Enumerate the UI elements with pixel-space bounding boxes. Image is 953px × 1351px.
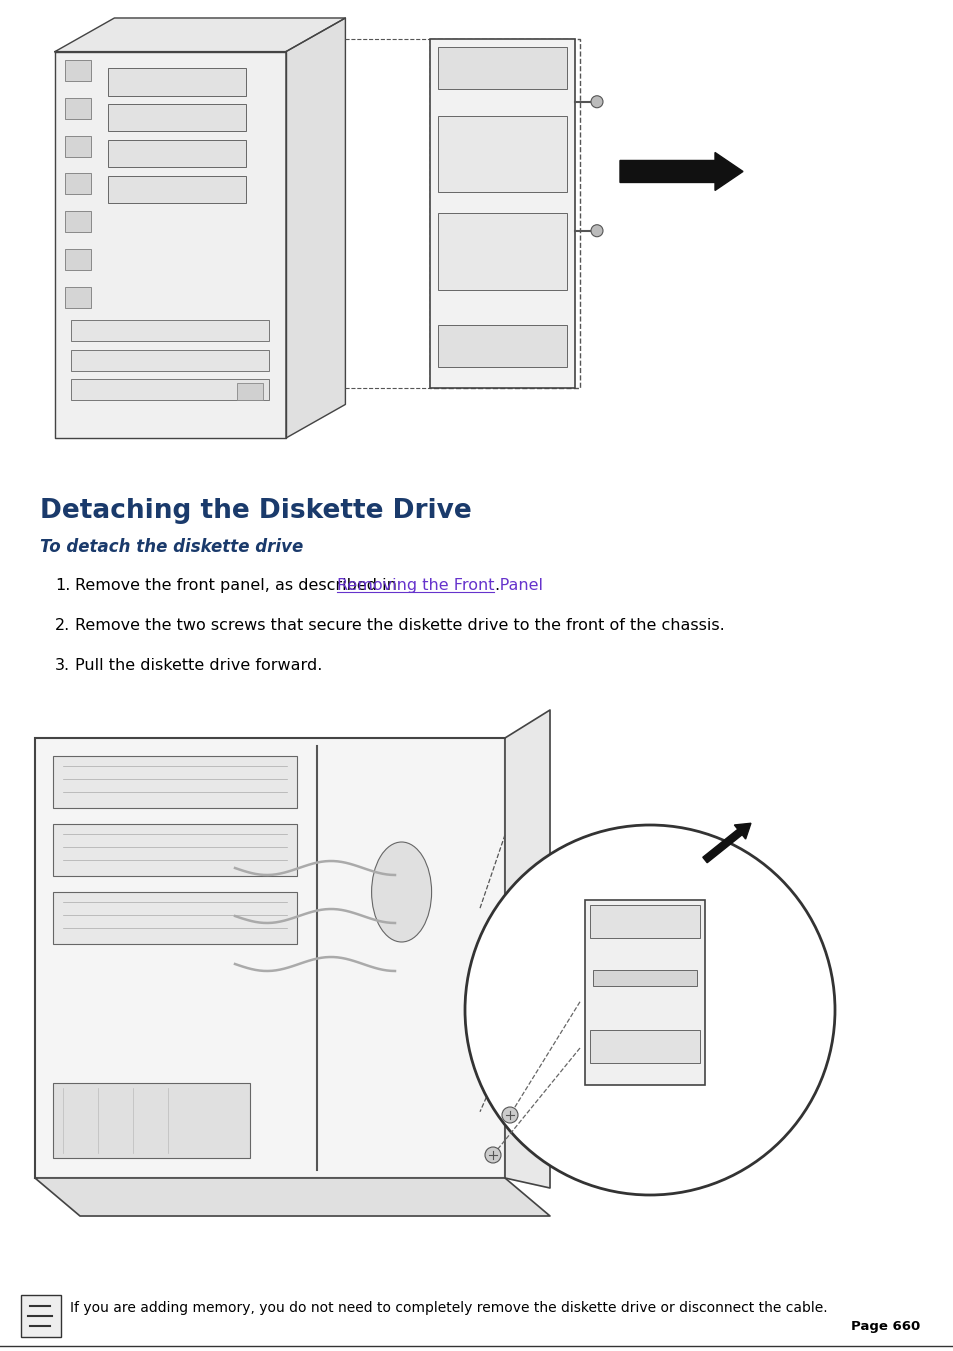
Bar	[584, 900, 704, 1085]
Bar	[65, 249, 91, 270]
Bar	[108, 104, 246, 131]
Polygon shape	[55, 18, 345, 51]
FancyArrow shape	[702, 823, 750, 863]
Text: Remove the two screws that secure the diskette drive to the front of the chassis: Remove the two screws that secure the di…	[75, 617, 724, 634]
Bar	[53, 757, 297, 808]
FancyArrow shape	[619, 153, 742, 190]
Bar	[65, 97, 91, 119]
Bar	[65, 59, 91, 81]
Bar	[53, 892, 297, 944]
Bar	[593, 970, 697, 986]
Bar	[71, 350, 269, 370]
Polygon shape	[504, 711, 550, 1188]
Bar	[589, 905, 700, 939]
Bar	[108, 139, 246, 168]
Bar	[108, 176, 246, 203]
Bar	[35, 738, 504, 1178]
Text: Removing the Front Panel: Removing the Front Panel	[336, 578, 542, 593]
Bar	[437, 47, 566, 89]
Text: To detach the diskette drive: To detach the diskette drive	[40, 538, 303, 557]
Bar	[236, 384, 263, 400]
Text: 2.: 2.	[55, 617, 71, 634]
Bar	[589, 1029, 700, 1063]
Text: 1.: 1.	[55, 578, 71, 593]
Polygon shape	[286, 18, 345, 438]
Text: Page 660: Page 660	[850, 1320, 919, 1333]
Bar	[108, 69, 246, 96]
Text: .: .	[494, 578, 498, 593]
Circle shape	[464, 825, 834, 1196]
Bar	[65, 173, 91, 195]
Bar	[65, 286, 91, 308]
Bar	[53, 1084, 250, 1158]
Text: Pull the diskette drive forward.: Pull the diskette drive forward.	[75, 658, 322, 673]
Bar	[65, 135, 91, 157]
Polygon shape	[35, 1178, 550, 1216]
Ellipse shape	[372, 842, 431, 942]
Text: 3.: 3.	[55, 658, 71, 673]
Text: Detaching the Diskette Drive: Detaching the Diskette Drive	[40, 499, 471, 524]
Circle shape	[590, 96, 602, 108]
Polygon shape	[55, 51, 286, 438]
Bar	[71, 320, 269, 342]
Bar	[430, 39, 579, 388]
Bar	[437, 116, 566, 192]
Text: Remove the front panel, as described in: Remove the front panel, as described in	[75, 578, 401, 593]
Bar	[71, 380, 269, 400]
Circle shape	[590, 224, 602, 236]
Bar	[437, 213, 566, 290]
Bar	[437, 324, 566, 366]
Circle shape	[501, 1106, 517, 1123]
Text: If you are adding memory, you do not need to completely remove the diskette driv: If you are adding memory, you do not nee…	[70, 1301, 827, 1315]
Bar	[430, 39, 575, 388]
Bar	[65, 211, 91, 232]
Bar	[53, 824, 297, 875]
FancyBboxPatch shape	[21, 1296, 61, 1337]
Circle shape	[484, 1147, 500, 1163]
